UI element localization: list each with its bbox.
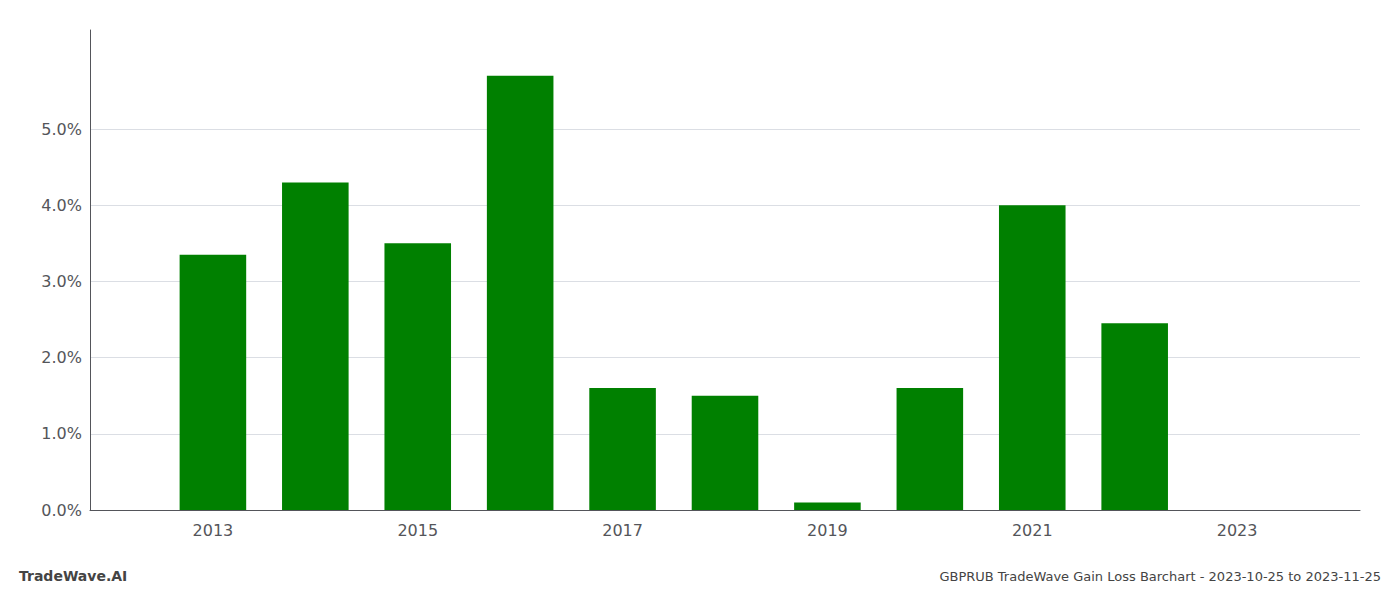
svg-text:5.0%: 5.0% [41,120,82,139]
svg-text:2.0%: 2.0% [41,348,82,367]
svg-text:GBPRUB TradeWave Gain Loss Bar: GBPRUB TradeWave Gain Loss Barchart - 20… [939,569,1381,584]
svg-text:2023: 2023 [1217,521,1258,540]
svg-text:2017: 2017 [602,521,643,540]
svg-text:TradeWave.AI: TradeWave.AI [19,568,127,584]
svg-text:3.0%: 3.0% [41,272,82,291]
svg-text:2021: 2021 [1012,521,1053,540]
svg-text:2013: 2013 [193,521,234,540]
svg-text:4.0%: 4.0% [41,196,82,215]
svg-text:1.0%: 1.0% [41,424,82,443]
svg-text:2015: 2015 [397,521,438,540]
svg-text:2019: 2019 [807,521,848,540]
svg-text:0.0%: 0.0% [41,501,82,520]
